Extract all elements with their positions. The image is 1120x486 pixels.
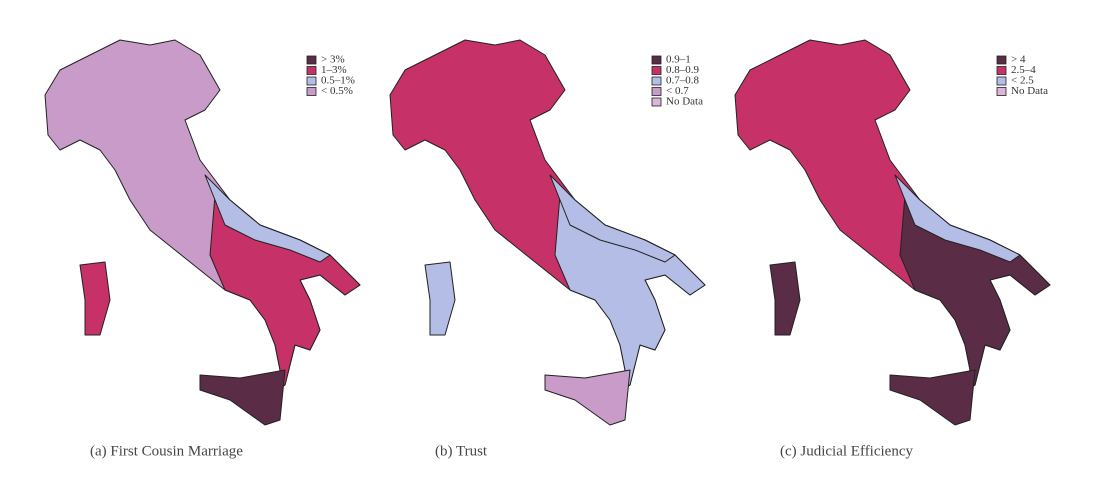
legend-swatch [651,66,662,75]
legend-label: 0.8–0.9 [666,64,700,76]
legend-swatch [306,66,317,75]
legend-swatch [996,87,1007,96]
sardinia [769,261,801,336]
legend-label: < 0.7 [666,85,689,97]
legend-swatch [996,76,1007,86]
legend-swatch [996,55,1007,65]
legend-label: No Data [666,96,703,108]
legend-label: > 3% [321,54,345,66]
legend-swatch [651,76,662,86]
sardinia [79,261,111,336]
legend-label: No Data [1011,85,1048,97]
central-region [549,174,676,263]
legend-label: < 2.5 [1011,75,1034,87]
central-region [894,174,1021,263]
legend-swatch [996,66,1007,75]
sicily [544,369,631,426]
sicily [199,369,286,426]
legend-swatch [306,55,317,65]
legend-label: > 4 [1011,54,1026,66]
sicily [889,369,976,426]
legend-label: 0.9–1 [666,54,691,66]
sardinia [424,261,456,336]
caption: (b) Trust [435,443,488,459]
legend-label: 1–3% [321,64,347,76]
caption: (c) Judicial Efficiency [780,443,913,459]
legend-swatch [306,76,317,86]
legend-swatch [651,55,662,65]
caption: (a) First Cousin Marriage [90,443,243,459]
central-region [204,174,331,263]
legend-label: 2.5–4 [1011,64,1036,76]
legend-swatch [306,87,317,96]
legend-label: 0.7–0.8 [666,75,700,87]
legend-label: 0.5–1% [321,75,355,87]
legend-label: < 0.5% [321,85,353,97]
legend-swatch [651,97,662,107]
legend-swatch [651,87,662,96]
